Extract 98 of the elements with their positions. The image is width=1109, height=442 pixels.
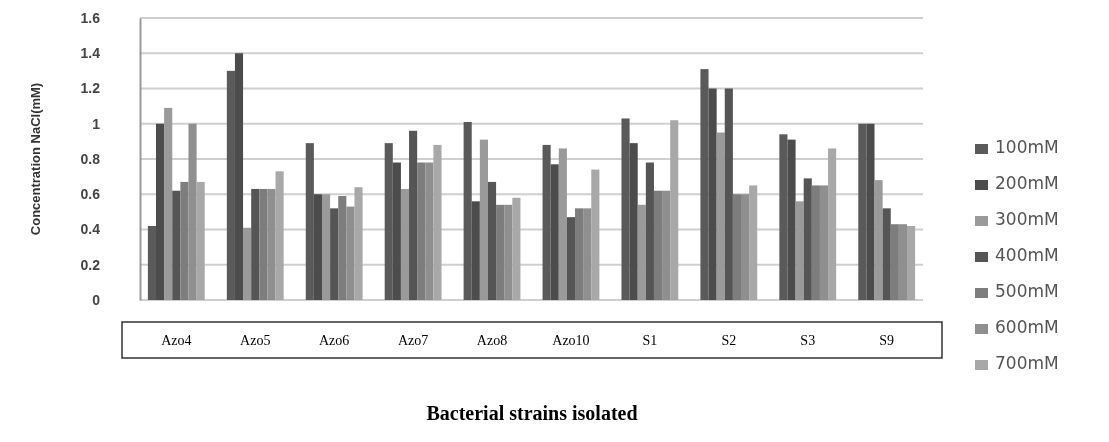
bar	[259, 188, 268, 300]
bar	[779, 134, 788, 300]
bar	[575, 208, 584, 300]
y-tick-label: 0.6	[80, 186, 101, 203]
bar	[164, 107, 173, 300]
bar	[338, 196, 347, 300]
bar	[621, 118, 630, 300]
bar	[384, 143, 393, 300]
bar	[479, 139, 488, 300]
bar	[275, 171, 284, 300]
bar	[558, 148, 567, 300]
legend-label: 400mM	[995, 245, 1059, 265]
x-tick-label: Azo6	[319, 333, 350, 348]
bar	[828, 148, 837, 300]
bar	[866, 123, 875, 300]
x-tick-label: Azo7	[397, 333, 429, 348]
x-tick-label: Azo8	[476, 333, 508, 348]
bar	[724, 88, 733, 300]
y-tick-label: 1.2	[80, 80, 101, 97]
bar	[354, 187, 363, 300]
bar	[172, 190, 181, 300]
bar	[898, 224, 907, 300]
bar	[496, 204, 505, 300]
bar	[906, 225, 916, 300]
bar	[471, 201, 480, 300]
bar	[662, 190, 671, 300]
bar	[156, 123, 165, 300]
x-axis-title: Bacterial strains isolated	[426, 402, 638, 424]
y-tick-label: 0.4	[80, 221, 101, 238]
bar	[313, 194, 322, 300]
bar	[716, 132, 725, 300]
bar	[409, 130, 418, 300]
x-tick-label: Azo10	[552, 333, 590, 348]
bar	[188, 123, 197, 300]
bar	[795, 201, 804, 300]
bar	[645, 162, 654, 300]
bar	[670, 120, 679, 300]
bar	[512, 197, 521, 300]
y-tick-label: 1	[92, 115, 101, 132]
legend-label: 200mM	[995, 173, 1059, 193]
bar	[234, 53, 244, 300]
y-axis-title: Concentration NaCl(mM)	[28, 82, 43, 236]
bar	[741, 194, 750, 300]
bar	[749, 185, 758, 300]
bar	[487, 181, 497, 300]
bar	[346, 206, 355, 300]
legend-label: 700mM	[995, 353, 1059, 373]
bar	[591, 169, 600, 300]
bar	[882, 208, 891, 300]
x-tick-label: S1	[642, 333, 658, 348]
bar	[392, 162, 401, 300]
bar	[803, 178, 812, 300]
legend-label: 600mM	[995, 317, 1059, 337]
bar	[708, 88, 717, 300]
bar	[243, 227, 252, 300]
bar	[251, 188, 260, 300]
bar	[463, 121, 472, 300]
bar	[267, 188, 276, 300]
bar	[629, 143, 638, 300]
bar	[425, 162, 434, 300]
bar	[890, 224, 899, 300]
bar	[874, 180, 883, 300]
bar	[330, 208, 339, 300]
bar	[542, 144, 551, 300]
y-tick-label: 0	[92, 291, 101, 308]
bar	[583, 208, 592, 300]
bar	[147, 225, 157, 300]
legend-label: 500mM	[995, 281, 1059, 301]
bar	[226, 70, 235, 300]
bar	[504, 204, 513, 300]
y-tick-label: 0.2	[80, 256, 101, 273]
bar	[787, 139, 796, 300]
x-tick-label: Azo5	[240, 333, 271, 348]
y-tick-label: 0.8	[80, 150, 101, 167]
x-tick-label: S9	[879, 333, 895, 348]
bar	[400, 188, 410, 300]
bar	[550, 164, 559, 300]
x-tick-label: S3	[800, 333, 816, 348]
y-tick-label: 1.6	[80, 9, 101, 26]
bar	[819, 185, 829, 300]
x-tick-label: S2	[721, 333, 737, 348]
y-tick-label: 1.4	[80, 45, 101, 62]
legend-label: 300mM	[995, 209, 1059, 229]
legend-label: 100mM	[995, 137, 1059, 157]
bar	[732, 194, 742, 300]
bar	[858, 123, 867, 300]
bar	[811, 185, 820, 300]
bar	[305, 143, 314, 300]
bar	[700, 69, 709, 300]
bar	[180, 181, 189, 300]
bar	[433, 144, 442, 300]
bar	[417, 162, 426, 300]
x-tick-label: Azo4	[161, 333, 192, 348]
bar	[653, 190, 663, 300]
bar	[637, 204, 646, 300]
bar	[321, 194, 331, 300]
bar	[566, 217, 576, 300]
bar	[196, 181, 205, 300]
